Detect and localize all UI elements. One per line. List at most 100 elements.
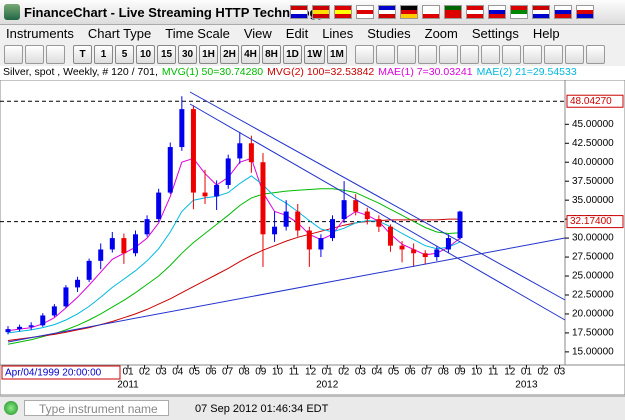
timescale-button[interactable]: 5 [115, 45, 134, 64]
flag[interactable] [576, 5, 594, 19]
legend-entry: MAE(1) 7=30.03241 [378, 66, 473, 78]
x-tick-label: 05 [388, 367, 400, 378]
candle-body [295, 211, 301, 231]
tool-icon[interactable] [417, 45, 437, 64]
flag[interactable] [488, 5, 506, 19]
tool-icon[interactable] [375, 45, 395, 64]
menu-item[interactable]: Zoom [424, 26, 458, 41]
flag[interactable] [532, 5, 550, 19]
tool-icon[interactable] [46, 45, 65, 64]
candle-body [318, 238, 324, 250]
flag[interactable] [422, 5, 440, 19]
legend-entry: MAE(2) 21=29.54533 [476, 66, 577, 78]
flag[interactable] [290, 5, 308, 19]
flag[interactable] [312, 5, 330, 19]
flag[interactable] [444, 5, 462, 19]
candle-body [225, 158, 231, 185]
tool-icon[interactable] [564, 45, 584, 64]
timescale-button[interactable]: 8H [262, 45, 281, 64]
candle-body [28, 325, 34, 327]
tool-icon[interactable] [480, 45, 500, 64]
menu-bar: Instruments Chart Type Time Scale View Edit L… [0, 24, 625, 43]
tool-icon[interactable] [522, 45, 542, 64]
menu-item[interactable]: Lines [322, 26, 354, 41]
x-tick-label: 12 [305, 367, 317, 378]
flag[interactable] [510, 5, 528, 19]
x-tick-label: 06 [405, 367, 417, 378]
menu-item[interactable]: Edit [285, 26, 309, 41]
tool-icon[interactable] [438, 45, 458, 64]
timescale-button[interactable]: 10 [136, 45, 155, 64]
x-tick-label: 04 [172, 367, 184, 378]
x-tick-label: 03 [554, 367, 566, 378]
timescale-button[interactable]: 1D [283, 45, 302, 64]
x-tick-label: 01 [521, 367, 533, 378]
x-tick-label: 08 [438, 367, 450, 378]
tool-icon[interactable] [354, 45, 374, 64]
flag[interactable] [378, 5, 396, 19]
candle-body [272, 226, 278, 235]
candle-body [17, 326, 23, 330]
menu-item[interactable]: Chart Type [87, 26, 152, 41]
status-time: 07 Sep 2012 01:46:34 EDT [195, 403, 329, 415]
menu-item[interactable]: Instruments [6, 26, 74, 41]
instrument-input[interactable]: Type instrument name [24, 400, 169, 416]
menu-item[interactable]: Settings [471, 26, 519, 41]
timescale-button[interactable]: 4H [241, 45, 260, 64]
candle-body [156, 192, 162, 220]
candle-body [63, 287, 69, 307]
flag[interactable] [356, 5, 374, 19]
menu-item[interactable]: Time Scale [165, 26, 230, 41]
tool-icon[interactable] [396, 45, 416, 64]
chart: 15.00000 17.50000 20.00000 22.50000 25.00000… [0, 80, 625, 396]
y-tick-label: 25.00000 [572, 271, 614, 282]
flag[interactable] [554, 5, 572, 19]
y-tick-label: 27.50000 [572, 252, 614, 263]
price-tag-label: 48.04270 [570, 96, 612, 107]
tool-icon[interactable] [4, 45, 23, 64]
y-tick-label: 15.00000 [572, 347, 614, 358]
menu-item[interactable]: View [243, 26, 272, 41]
year-label: 2012 [316, 380, 339, 391]
price-tag [566, 94, 624, 108]
timescale-button[interactable]: 1W [304, 45, 325, 64]
candle-body [109, 238, 115, 250]
timescale-button[interactable]: 1M [327, 45, 347, 64]
flag[interactable] [334, 5, 352, 19]
x-tick-label: 02 [139, 367, 151, 378]
menu-item[interactable]: Help [532, 26, 560, 41]
candle-body [132, 234, 138, 254]
indicator-line [7, 188, 461, 345]
timescale-button[interactable]: T [73, 45, 92, 64]
x-tick-label: 02 [537, 367, 549, 378]
candle-body [283, 211, 289, 227]
candle-body [121, 238, 127, 254]
tool-icon[interactable] [543, 45, 563, 64]
x-tick-label: 01 [122, 367, 134, 378]
menu-item[interactable]: Studies [367, 26, 411, 41]
tool-icon[interactable] [501, 45, 521, 64]
trendline [7, 237, 566, 343]
x-tick-label: 12 [504, 367, 516, 378]
flag[interactable] [466, 5, 484, 19]
x-tick-label: 08 [239, 367, 251, 378]
timescale-button[interactable]: 2H [220, 45, 239, 64]
x-tick-label: 02 [338, 367, 350, 378]
timescale-button[interactable]: 15 [157, 45, 176, 64]
flag[interactable] [400, 5, 418, 19]
cursor-time-box [1, 365, 121, 380]
timescale-button[interactable]: 1H [199, 45, 218, 64]
year-label: 2013 [515, 380, 538, 391]
tool-icon[interactable] [585, 45, 605, 64]
y-tick-label: 37.50000 [572, 176, 614, 187]
tool-icon[interactable] [459, 45, 479, 64]
x-tick-label: 07 [222, 367, 234, 378]
timescale-button[interactable]: 1 [94, 45, 113, 64]
x-tick-label: 09 [454, 367, 466, 378]
candle-body [190, 109, 196, 193]
candle-body [434, 249, 440, 258]
timescale-button[interactable]: 30 [178, 45, 197, 64]
candle-body [202, 192, 208, 197]
tool-icon[interactable] [25, 45, 44, 64]
candle-body [237, 143, 243, 159]
